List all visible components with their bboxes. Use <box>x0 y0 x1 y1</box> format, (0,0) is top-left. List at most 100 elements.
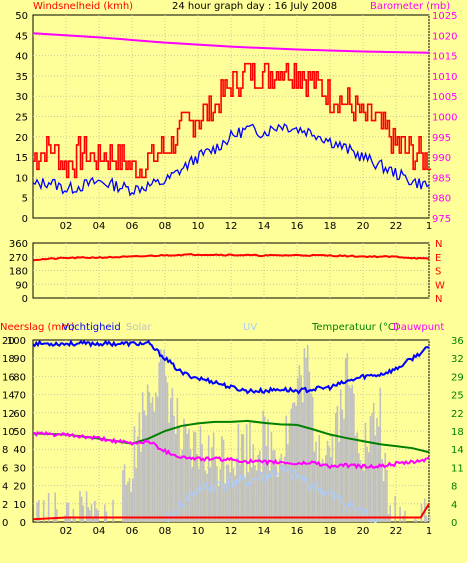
solar-bar <box>353 393 355 522</box>
solar-label: Solar <box>126 322 152 333</box>
solar-bar <box>79 491 81 522</box>
solar-bar <box>89 510 91 522</box>
x-tick-label: 22 <box>390 221 403 232</box>
solar-bar <box>123 464 126 522</box>
solar-bar <box>140 451 142 522</box>
solar-bar <box>305 357 307 522</box>
solar-bar <box>264 416 266 522</box>
x-tick-label: 14 <box>258 526 271 537</box>
solar-bar <box>275 465 278 522</box>
solar-bar <box>277 476 279 522</box>
humidity-tick-label: 90 <box>13 354 26 365</box>
solar-bar <box>174 433 177 522</box>
humidity-tick-label: 60 <box>13 409 26 420</box>
solar-bar <box>74 517 76 522</box>
x-tick-label: 06 <box>126 526 139 537</box>
solar-bar <box>420 504 423 522</box>
wind-tick-label: 40 <box>15 52 28 63</box>
solar-bar <box>186 433 189 522</box>
solar-bar <box>288 422 291 522</box>
humidity-label: Vochtigheid <box>62 322 121 333</box>
solar-bar <box>358 453 360 522</box>
barometer-tick-label: 990 <box>432 153 451 164</box>
solar-bar <box>168 422 170 522</box>
gust-series-line <box>33 62 431 179</box>
solar-bar <box>156 396 159 522</box>
solar-bar <box>293 402 296 522</box>
solar-bar <box>331 435 334 522</box>
temp-tick-label: 22 <box>451 409 464 420</box>
temp-tick-label: 36 <box>451 336 464 347</box>
solar-bar <box>318 435 321 522</box>
barometer-tick-label: 1025 <box>432 11 457 22</box>
barometer-tick-label: 1000 <box>432 113 457 124</box>
solar-bar <box>183 418 185 522</box>
solar-bar <box>42 500 45 522</box>
solar-bar <box>254 465 256 522</box>
solar-bar <box>330 456 332 522</box>
uv-label: UV <box>243 322 257 333</box>
solar-bar <box>414 518 416 522</box>
solar-bar <box>374 435 377 522</box>
solar-bar <box>219 469 222 522</box>
solar-bar <box>252 444 255 522</box>
solar-bar <box>268 470 271 522</box>
solar-bar <box>257 454 259 522</box>
solar-bar <box>184 423 187 522</box>
solar-bar <box>125 484 127 522</box>
solar-bar <box>176 397 179 522</box>
x-tick-label: 12 <box>225 526 238 537</box>
solar-bar <box>260 472 263 522</box>
solar-bar <box>127 481 129 522</box>
solar-bar <box>328 446 330 522</box>
solar-bar <box>313 451 316 522</box>
rain-tick-label: 6 <box>2 463 8 474</box>
solar-bar <box>209 468 212 522</box>
solar-bar <box>382 481 385 522</box>
direction-tick-label: 270 <box>9 253 28 264</box>
direction-tick-label: 180 <box>9 267 28 278</box>
humidity-tick-label: 30 <box>13 463 26 474</box>
x-tick-label: 02 <box>60 526 73 537</box>
barometer-tick-label: 1015 <box>432 52 457 63</box>
temp-tick-label: 0 <box>451 518 457 529</box>
solar-bar <box>372 402 375 522</box>
wind-tick-label: 5 <box>22 194 28 205</box>
rain-tick-label: 12 <box>2 409 15 420</box>
x-tick-label: 12 <box>225 221 238 232</box>
x-tick-label: 20 <box>357 221 370 232</box>
solar-bar <box>130 491 132 522</box>
solar-bar <box>155 392 157 522</box>
solar-bar <box>250 467 253 522</box>
solar-bar <box>287 444 289 522</box>
x-tick-label: 10 <box>192 526 205 537</box>
solar-bar <box>354 435 357 522</box>
wind-tick-label: 10 <box>15 173 28 184</box>
solar-bar <box>141 392 144 522</box>
solar-bar <box>217 486 220 522</box>
solar-bar <box>54 492 57 522</box>
solar-bar <box>66 502 68 522</box>
barometer-tick-label: 980 <box>432 194 451 205</box>
solar-bar <box>429 515 431 522</box>
barometer-tick-label: 1010 <box>432 72 457 83</box>
solar-bar <box>95 508 98 522</box>
solar-bar <box>198 469 200 522</box>
solar-bar <box>69 516 71 522</box>
solar-bar <box>82 505 85 522</box>
x-tick-label: 04 <box>93 221 106 232</box>
solar-bar <box>232 468 235 522</box>
temp-tick-label: 29 <box>451 372 464 383</box>
solar-bar <box>361 469 363 522</box>
direction-tick-label: 0 <box>22 294 28 305</box>
solar-bar <box>163 349 165 522</box>
solar-bar <box>237 423 240 522</box>
barometer-tick-label: 975 <box>432 214 451 225</box>
rain-tick-label: 8 <box>2 445 8 456</box>
x-tick-label: 20 <box>357 526 370 537</box>
rain-tick-label: 14 <box>2 391 15 402</box>
solar-bar <box>90 504 93 522</box>
x-tick-label: 06 <box>126 221 139 232</box>
solar-bar <box>207 435 210 522</box>
